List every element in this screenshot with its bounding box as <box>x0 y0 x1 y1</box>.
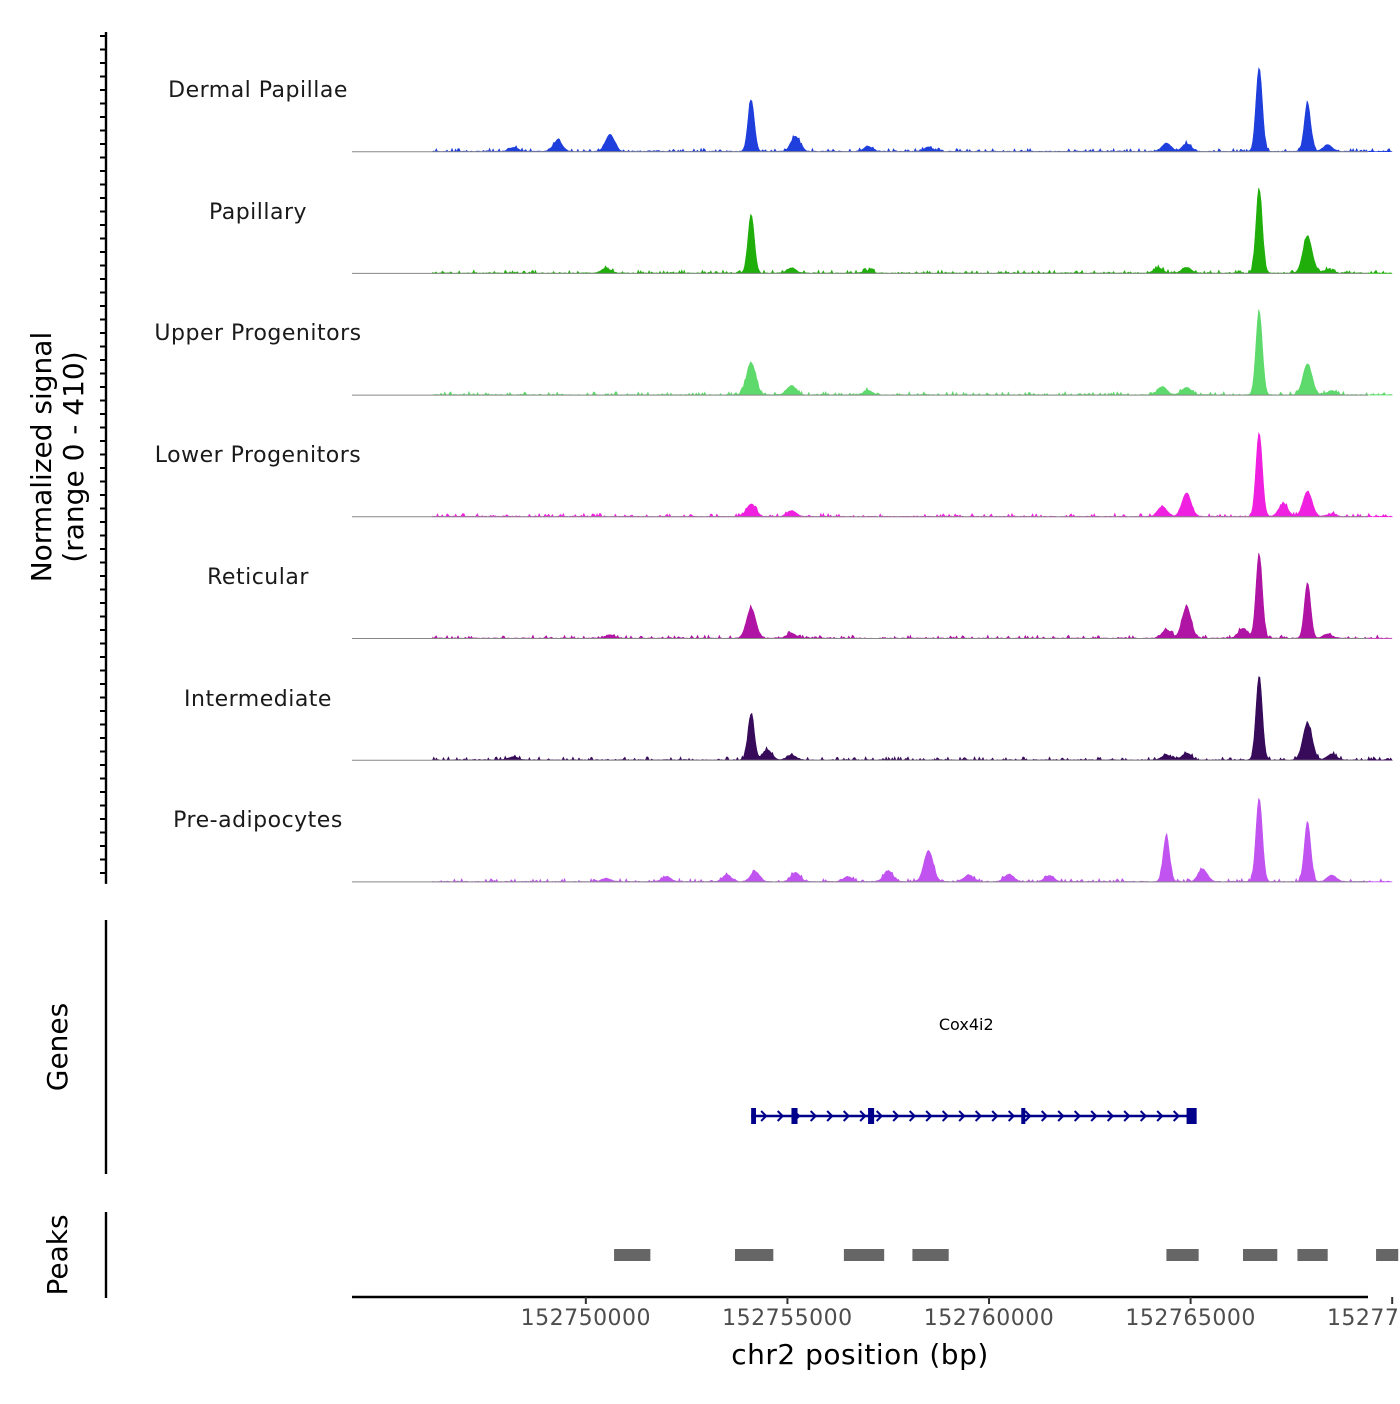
strand-arrow <box>760 1110 768 1122</box>
peak-track-title: Peaks <box>41 1214 74 1296</box>
track-label-3: Lower Progenitors <box>154 443 362 469</box>
track-label-1: Papillary <box>208 199 308 225</box>
strand-arrow <box>1007 1110 1016 1122</box>
track-label-2: Upper Progenitors <box>154 321 362 347</box>
strand-arrow <box>1123 1110 1131 1122</box>
strand-arrow <box>776 1110 785 1122</box>
strand-arrow <box>1057 1110 1065 1122</box>
strand-arrow <box>908 1110 917 1122</box>
strand-arrow <box>1024 1110 1032 1122</box>
y-axis-title: Normalized signal <box>25 331 58 583</box>
series-area-1 <box>432 187 1393 275</box>
strand-arrow <box>1172 1110 1181 1122</box>
track-label-5: Intermediate <box>184 686 332 712</box>
strand-arrow <box>1156 1110 1164 1122</box>
exon-1 <box>791 1108 798 1124</box>
strand-arrow <box>1073 1110 1082 1122</box>
series-area-0 <box>432 67 1393 153</box>
x-tick-label-4: 152770000 <box>1326 1306 1400 1331</box>
strand-arrow <box>826 1110 834 1122</box>
exon-4 <box>1186 1108 1197 1124</box>
strand-arrow <box>809 1110 818 1122</box>
strand-arrow <box>892 1110 900 1122</box>
peak-region-1 <box>735 1249 774 1261</box>
series-area-4 <box>432 552 1393 640</box>
x-axis-title: chr2 position (bp) <box>731 1338 989 1371</box>
strand-arrow <box>991 1110 999 1122</box>
peak-region-0 <box>614 1249 651 1261</box>
x-tick-label-2: 152760000 <box>923 1306 1055 1331</box>
strand-arrow <box>958 1110 966 1122</box>
y-axis-range: (range 0 - 410) <box>57 351 90 563</box>
exon-0 <box>751 1108 756 1124</box>
peak-region-3 <box>912 1249 949 1261</box>
strand-arrow <box>941 1110 950 1122</box>
peak-region-7 <box>1376 1249 1399 1261</box>
x-tick-label-3: 152765000 <box>1125 1306 1256 1331</box>
strand-arrow <box>875 1110 884 1122</box>
x-tick-label-1: 152755000 <box>722 1306 853 1331</box>
strand-arrow <box>1139 1110 1148 1122</box>
series-area-5 <box>432 676 1393 761</box>
gene-name-label: Cox4i2 <box>938 1015 994 1034</box>
strand-arrow <box>974 1110 983 1122</box>
series-area-3 <box>432 431 1394 518</box>
exon-3 <box>1021 1108 1026 1124</box>
track-label-0: Dermal Papillae <box>168 78 348 103</box>
strand-arrow <box>859 1110 867 1122</box>
strand-arrow <box>925 1110 933 1122</box>
peak-region-2 <box>843 1249 885 1261</box>
peak-region-6 <box>1297 1249 1328 1261</box>
gene-track-title: Genes <box>41 1002 74 1092</box>
series-area-2 <box>432 309 1393 396</box>
peak-region-5 <box>1243 1249 1278 1261</box>
strand-arrow <box>1106 1110 1115 1122</box>
x-tick-label-0: 152750000 <box>520 1306 652 1331</box>
track-label-4: Reticular <box>207 564 309 590</box>
strand-arrow <box>842 1110 851 1122</box>
series-area-6 <box>432 797 1393 883</box>
track-label-6: Pre-adipocytes <box>173 808 343 834</box>
strand-arrow <box>1090 1110 1098 1122</box>
strand-arrow <box>1040 1110 1049 1122</box>
peak-region-4 <box>1166 1249 1199 1261</box>
exon-2 <box>868 1108 875 1124</box>
